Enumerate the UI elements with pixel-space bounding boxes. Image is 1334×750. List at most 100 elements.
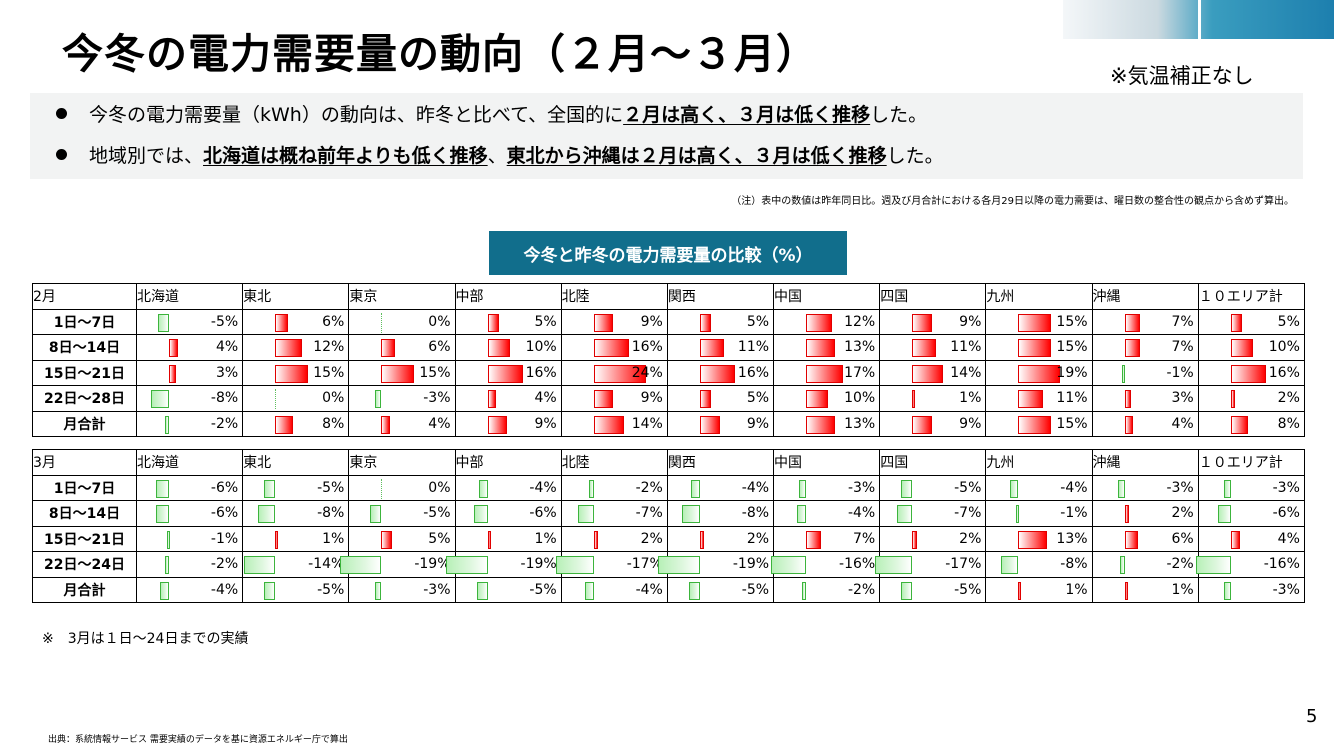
value-cell: -5%	[242, 576, 350, 603]
percent-value: 6%	[1171, 530, 1194, 547]
increase-bar	[275, 364, 309, 383]
bullet-emphasis: 東北から沖縄は２月は高く、３月は低く推移	[506, 145, 887, 167]
decrease-bar	[1224, 479, 1231, 498]
increase-bar	[487, 339, 510, 357]
percent-value: 4%	[428, 415, 451, 432]
value-cell: -3%	[348, 576, 456, 603]
percent-value: 10%	[1268, 339, 1300, 355]
percent-value: 9%	[746, 415, 770, 432]
increase-bar	[593, 339, 629, 357]
region-header: 中国	[773, 449, 881, 476]
value-cell: -1%	[135, 525, 244, 552]
summary-bullet-2: 地域別では、 北海道は概ね前年よりも低く推移、東北から沖縄は２月は高く、３月は低く…	[56, 141, 944, 168]
region-header: 九州	[985, 283, 1093, 310]
value-cell: 2%	[1197, 385, 1305, 412]
value-cell: 5%	[666, 385, 775, 412]
value-cell: -3%	[1197, 474, 1305, 501]
region-header: 北海道	[135, 283, 244, 310]
increase-bar	[381, 339, 395, 357]
increase-bar	[699, 339, 725, 357]
increase-bar	[381, 530, 393, 549]
table-row: 22日～28日 -8% 0% -3% 4% 9% 5% 10% 1% 11% 3% 2%	[32, 385, 1305, 412]
decrease-bar	[478, 479, 488, 498]
increase-bar	[169, 364, 176, 383]
percent-value: 2%	[959, 530, 982, 547]
increase-bar	[593, 530, 599, 549]
value-cell: -8%	[666, 500, 775, 527]
period-label: 月合計	[32, 576, 137, 603]
decrease-bar	[901, 479, 913, 498]
month-header: 3月	[32, 449, 137, 476]
value-cell: -1%	[985, 500, 1093, 527]
percent-value: 7%	[1171, 339, 1194, 355]
value-cell: 2%	[560, 525, 668, 552]
value-cell: -7%	[560, 500, 668, 527]
region-header: 関西	[666, 283, 775, 310]
decrease-bar	[874, 556, 913, 574]
value-cell: -17%	[874, 551, 987, 578]
table-header-row: 3月 北海道 東北 東京 中部 北陸 関西 中国 四国 九州 沖縄 １０エリア計	[32, 449, 1305, 476]
percent-value: -4%	[635, 581, 663, 598]
value-cell: -7%	[879, 500, 987, 527]
increase-bar	[1230, 313, 1242, 332]
increase-bar	[169, 339, 178, 357]
value-cell: 10%	[1197, 334, 1305, 361]
percent-value: 2%	[640, 530, 663, 547]
value-cell: 15%	[242, 359, 350, 386]
percent-value: 15%	[1056, 339, 1088, 355]
percent-value: 14%	[631, 415, 663, 432]
increase-bar	[1018, 364, 1061, 383]
percent-value: -2%	[847, 581, 876, 598]
region-header: 北陸	[560, 283, 668, 310]
decrease-bar	[578, 505, 594, 523]
region-header: １０エリア計	[1197, 283, 1305, 310]
value-cell: -16%	[1195, 551, 1305, 578]
increase-bar	[1124, 505, 1129, 523]
table-row: 月合計 -2% 8% 4% 9% 14% 9% 13% 9% 15% 4% 8%	[32, 410, 1305, 437]
percent-value: -2%	[635, 479, 663, 496]
percent-value: -5%	[317, 479, 345, 496]
increase-bar	[487, 313, 499, 332]
percent-value: 4%	[534, 390, 557, 406]
increase-bar	[806, 364, 844, 383]
percent-value: 5%	[1277, 313, 1300, 330]
value-cell: 15%	[985, 308, 1093, 335]
increase-bar	[1124, 415, 1134, 434]
table-row: 15日～21日 -1% 1% 5% 1% 2% 2% 7% 2% 13% 6% 4%	[32, 525, 1305, 552]
percent-value: 5%	[428, 530, 451, 547]
decrease-bar	[584, 581, 594, 600]
value-cell: -4%	[560, 576, 668, 603]
decrease-bar	[901, 581, 913, 600]
value-cell: 4%	[454, 385, 562, 412]
value-cell: -3%	[1197, 576, 1305, 603]
value-cell: -6%	[135, 500, 244, 527]
percent-value: 0%	[322, 390, 345, 406]
percent-value: 11%	[737, 339, 770, 355]
percent-value: -19%	[520, 556, 557, 572]
value-cell: 0%	[242, 385, 350, 412]
percent-value: 13%	[1056, 530, 1088, 547]
value-cell: 9%	[454, 410, 562, 437]
value-cell: 13%	[985, 525, 1093, 552]
percent-value: 16%	[525, 364, 557, 381]
value-cell: 3%	[135, 359, 244, 386]
table-row: 月合計 -4% -5% -3% -5% -4% -5% -2% -5% 1% 1% -3%	[32, 576, 1305, 603]
decrease-bar	[1195, 556, 1231, 574]
decrease-bar	[1117, 479, 1125, 498]
value-cell: 1%	[879, 385, 987, 412]
percent-value: -7%	[954, 505, 982, 521]
percent-value: -1%	[1166, 364, 1194, 381]
zero-axis-mark	[381, 478, 383, 499]
percent-value: -4%	[1060, 479, 1088, 496]
value-cell: 14%	[560, 410, 668, 437]
value-cell: 7%	[773, 525, 881, 552]
table-row: 15日～21日 3% 15% 15% 16% 24% 16% 17% 14% 19% -1% 16%	[32, 359, 1305, 386]
percent-value: -16%	[839, 556, 876, 572]
value-cell: -4%	[773, 500, 881, 527]
table-row: 22日～24日 -2% -14% -19% -19% -17% -19% -16% -17% -8…	[32, 551, 1305, 578]
percent-value: 5%	[746, 313, 770, 330]
value-cell: 14%	[879, 359, 987, 386]
region-header: 沖縄	[1091, 283, 1199, 310]
region-header: 北陸	[560, 449, 668, 476]
increase-bar	[806, 339, 835, 357]
